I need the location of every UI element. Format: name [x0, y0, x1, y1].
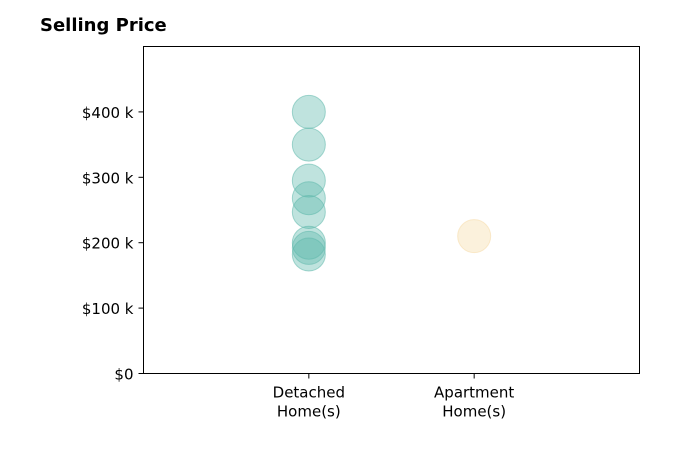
data-points: [291, 94, 492, 272]
y-axis: $0 $100 k $200 k $300 k $400 k: [82, 104, 144, 384]
y-tick-label: $300 k: [82, 169, 134, 187]
plot-frame: [143, 46, 640, 374]
x-tick-label: Detached Home(s): [273, 384, 345, 421]
x-tick-label: Apartment Home(s): [434, 384, 514, 421]
data-point: [291, 163, 326, 198]
data-point: [291, 181, 326, 216]
x-axis: Detached Home(s) Apartment Home(s): [273, 373, 514, 421]
y-tick-label: $0: [114, 366, 133, 384]
y-tick-label: $400 k: [82, 104, 134, 122]
data-point: [291, 194, 326, 229]
data-point: [291, 94, 326, 129]
y-tick-label: $100 k: [82, 300, 134, 318]
data-point: [291, 237, 326, 272]
data-point: [291, 225, 326, 260]
data-point: [291, 127, 326, 162]
chart-title: Selling Price: [40, 15, 167, 36]
data-point: [457, 219, 492, 254]
y-tick-label: $200 k: [82, 235, 134, 253]
